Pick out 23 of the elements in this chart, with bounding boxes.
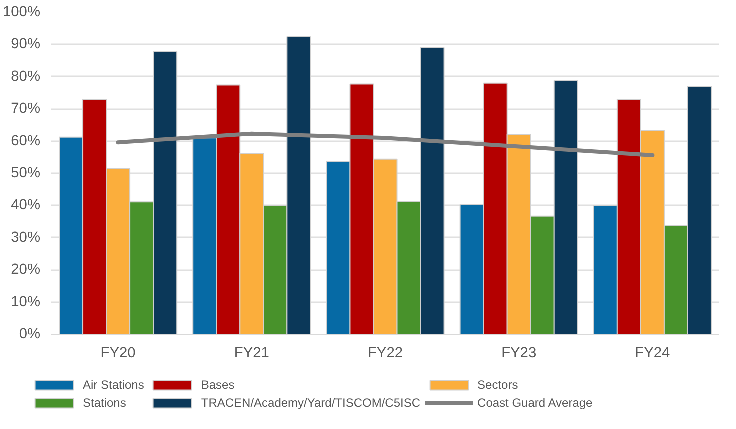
x-tick-label: FY23 <box>502 346 537 362</box>
y-tick-label: 10% <box>11 294 41 310</box>
legend-label: Stations <box>83 396 126 410</box>
y-tick-label: 60% <box>11 133 41 150</box>
line-series <box>116 132 655 158</box>
x-tick-label: FY20 <box>100 346 136 362</box>
legend-label: TRACEN/Academy/Yard/TISCOM/C5ISC <box>201 396 421 410</box>
y-tick-label: 50% <box>11 166 41 182</box>
y-tick-label: 0% <box>19 326 41 342</box>
x-tick-label: FY21 <box>234 346 270 362</box>
y-tick-label: 30% <box>11 230 41 246</box>
legend-label: Sectors <box>478 378 518 392</box>
x-tick-label: FY22 <box>368 346 404 362</box>
y-tick-label: 70% <box>11 101 41 118</box>
y-tick-label: 100% <box>3 4 41 20</box>
y-tick-label: 20% <box>11 262 41 278</box>
y-tick-label: 40% <box>11 198 41 214</box>
legend-label: Air Stations <box>83 378 144 392</box>
y-tick-label: 90% <box>11 36 41 53</box>
legend-label: Coast Guard Average <box>478 396 593 410</box>
x-tick-label: FY24 <box>635 346 670 362</box>
y-tick-label: 80% <box>11 68 41 85</box>
legend-label: Bases <box>201 378 235 392</box>
